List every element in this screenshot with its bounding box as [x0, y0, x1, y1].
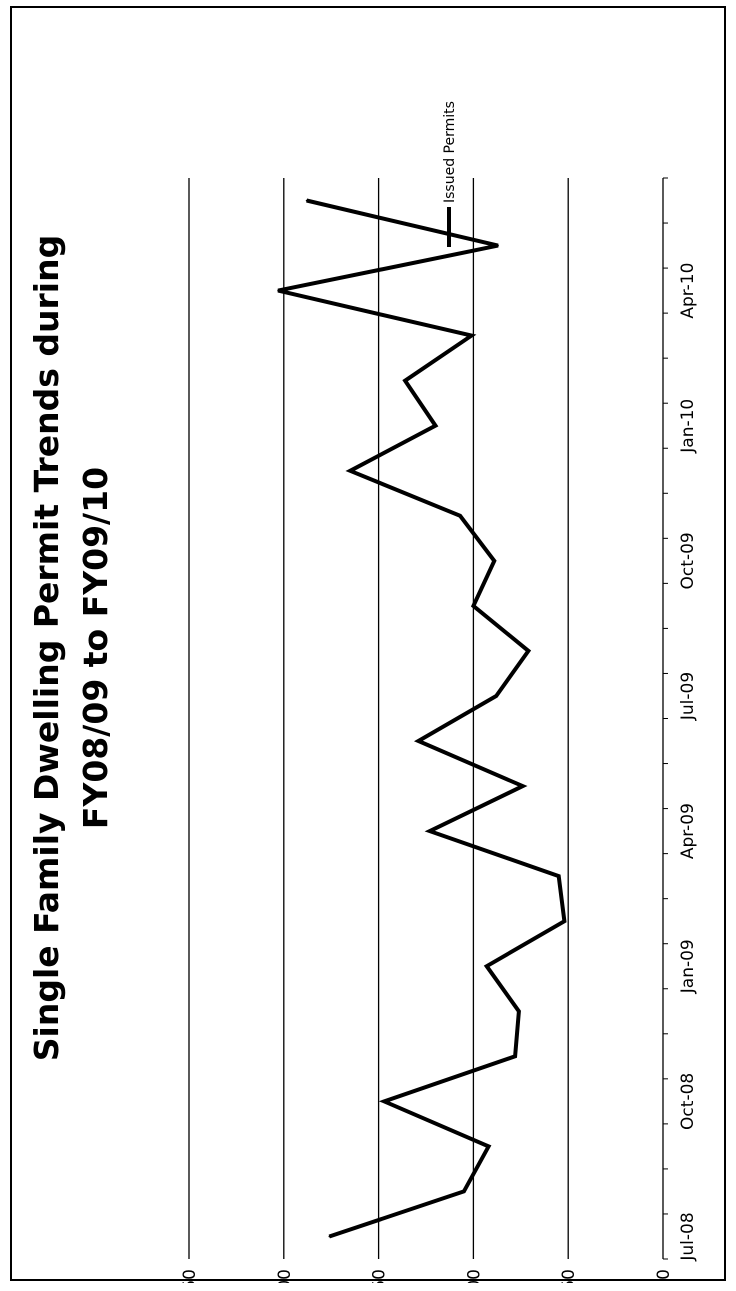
- series-layer: [277, 198, 567, 1239]
- x-tick-label-apr-10: Apr-10: [678, 263, 698, 319]
- y-tick-label-250: 250: [180, 1269, 200, 1283]
- data-point-jun-10: [305, 199, 308, 202]
- y-axis-labels: 0 50 100 150 200 250: [180, 1269, 674, 1283]
- x-tick-label-jul-08: Jul-08: [678, 1212, 698, 1261]
- data-point-mar-10: [470, 334, 473, 337]
- data-point-jul-09: [495, 695, 497, 697]
- data-point-feb-10: [404, 379, 406, 382]
- legend: Issued Permits: [442, 101, 458, 247]
- chart-frame: Jul-08 Oct-08 Jan-09 Apr-09 Jul-09 Oct-09 Jan-…: [10, 6, 726, 1283]
- data-point-aug-09: [527, 650, 530, 652]
- data-point-sep-09: [472, 605, 475, 607]
- chart-svg: Jul-08 Oct-08 Jan-09 Apr-09 Jul-09 Oct-09 Jan-…: [27, 101, 698, 1283]
- data-point-mar-09: [557, 875, 560, 877]
- data-point-apr-10: [277, 289, 279, 292]
- data-point-aug-08: [463, 1190, 465, 1193]
- y-tick-label-200: 200: [275, 1269, 295, 1283]
- x-tick-label-jul-09: Jul-09: [678, 672, 698, 721]
- data-point-dec-09: [349, 469, 351, 472]
- x-tick-label-oct-08: Oct-08: [678, 1073, 698, 1130]
- x-tick-label-jan-10: Jan-10: [678, 399, 698, 454]
- data-point-jul-08: [328, 1235, 331, 1238]
- x-tick-label-jan-09: Jan-09: [678, 939, 698, 994]
- data-point-apr-09: [428, 830, 431, 832]
- series-line-issued-permits: [277, 198, 567, 1239]
- chart-title-line-1: Single Family Dwelling Permit Trends dur…: [27, 235, 66, 1061]
- data-point-jun-09: [417, 740, 420, 742]
- legend-label: Issued Permits: [442, 101, 458, 203]
- data-point-nov-09: [459, 515, 461, 517]
- data-point-may-09: [521, 785, 524, 787]
- data-point-nov-08: [514, 1055, 516, 1058]
- chart-title-line-2: FY08/09 to FY09/10: [76, 467, 115, 829]
- data-point-sep-08: [487, 1145, 490, 1148]
- data-point-jan-10: [434, 424, 437, 427]
- y-tick-label-50: 50: [559, 1269, 579, 1283]
- gridlines: [188, 178, 569, 1259]
- x-tick-label-apr-09: Apr-09: [678, 803, 698, 859]
- y-tick-label-100: 100: [464, 1269, 484, 1283]
- data-point-may-10: [497, 244, 499, 247]
- data-point-oct-08: [383, 1100, 386, 1103]
- data-point-feb-09: [563, 920, 566, 922]
- y-tick-label-150: 150: [370, 1269, 390, 1283]
- x-axis: Jul-08 Oct-08 Jan-09 Apr-09 Jul-09 Oct-09 Jan-…: [662, 177, 698, 1262]
- data-point-dec-08: [518, 1010, 520, 1013]
- data-point-jan-09: [485, 965, 488, 968]
- y-tick-label-0: 0: [654, 1269, 674, 1280]
- x-tick-label-oct-09: Oct-09: [678, 532, 698, 589]
- data-point-oct-09: [493, 560, 496, 562]
